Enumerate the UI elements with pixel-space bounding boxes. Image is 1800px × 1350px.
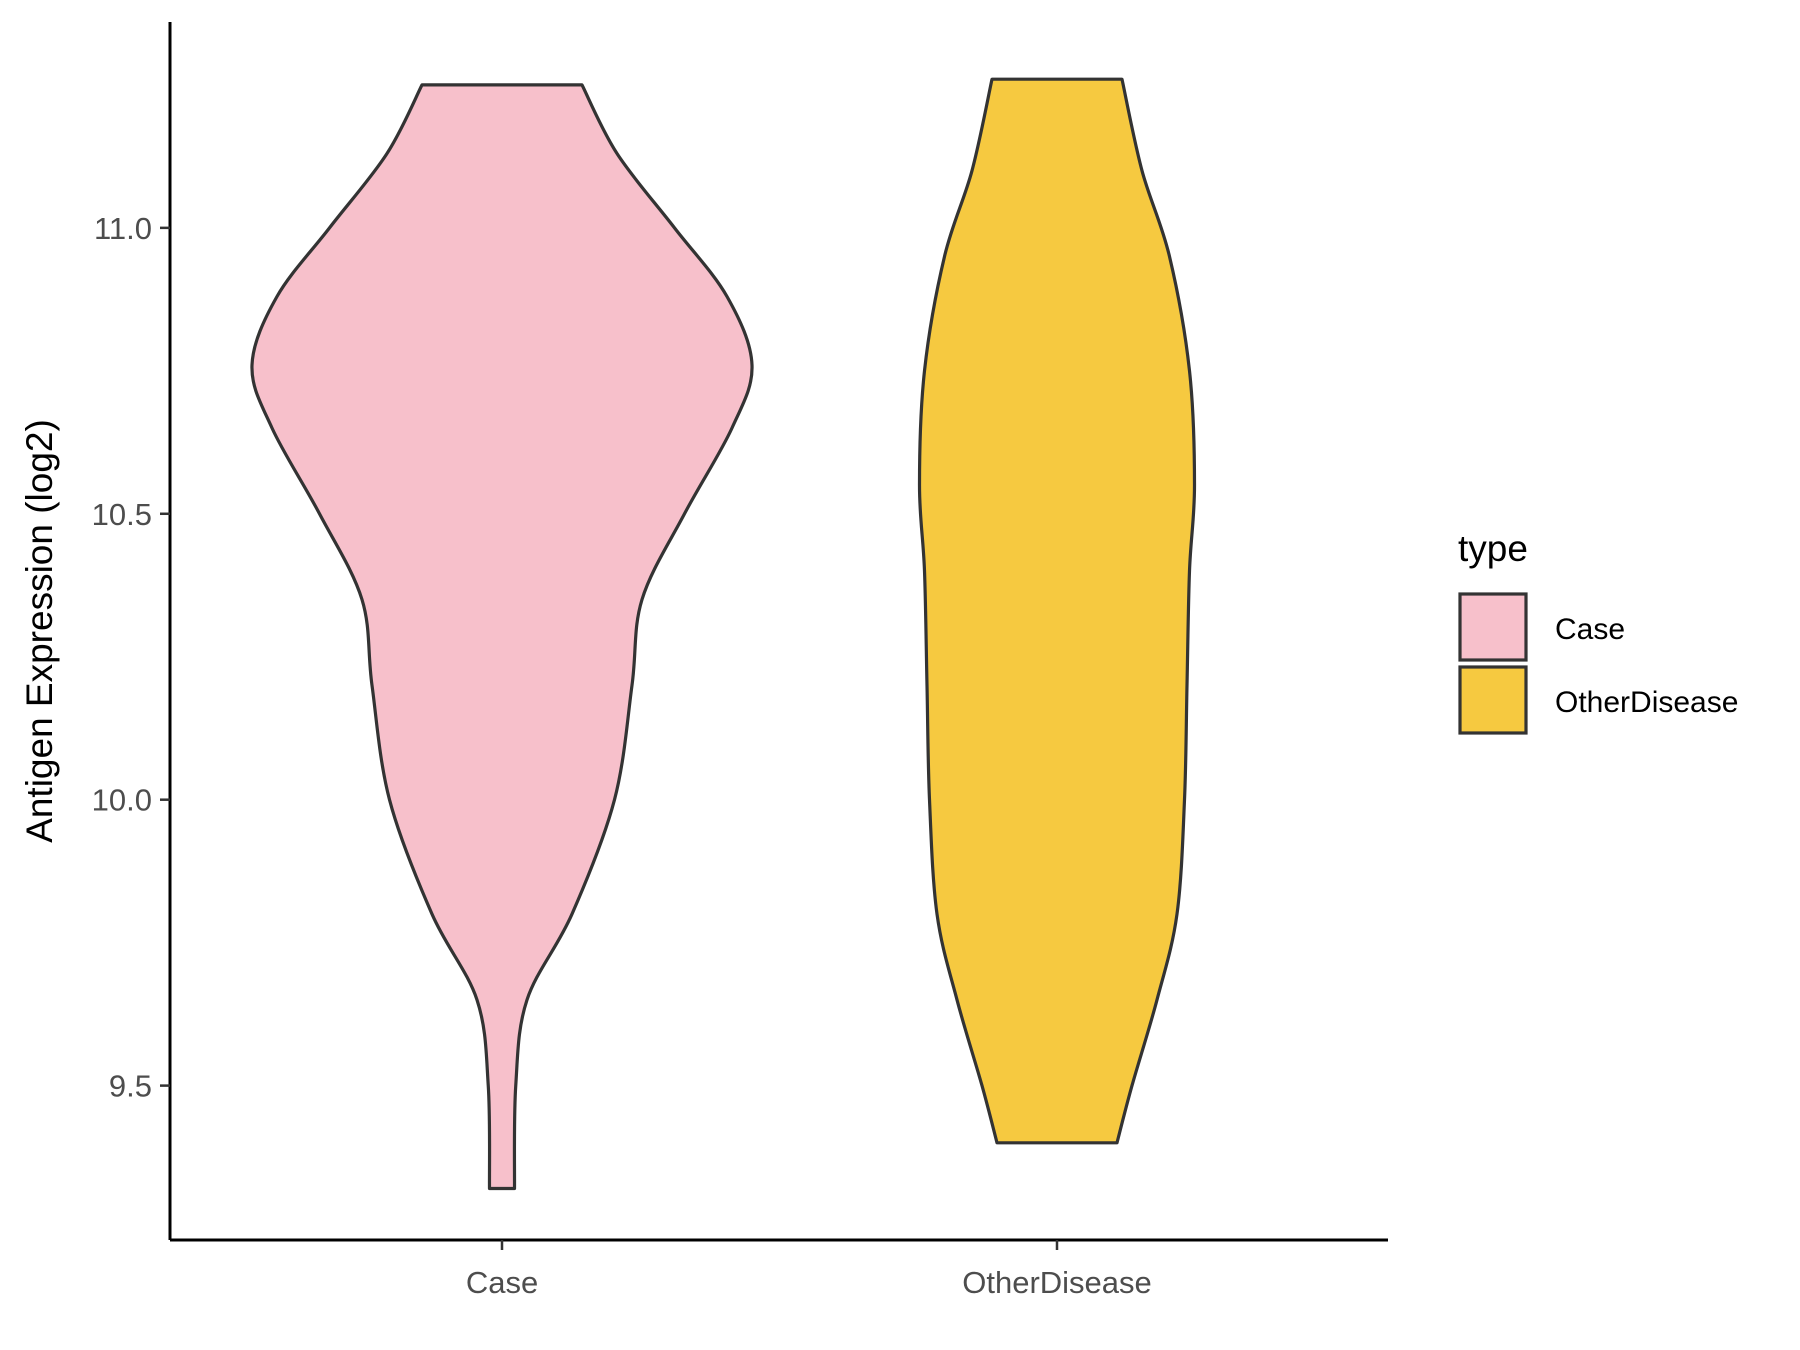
y-tick-label: 9.5 bbox=[109, 1069, 152, 1104]
legend-title: type bbox=[1458, 528, 1528, 569]
legend-label: OtherDisease bbox=[1555, 686, 1738, 719]
x-axis-ticks: Case OtherDisease bbox=[466, 1240, 1152, 1300]
legend-swatch-otherdisease bbox=[1458, 665, 1528, 735]
violin-case bbox=[250, 83, 754, 1191]
legend: Case OtherDisease bbox=[1458, 592, 1738, 735]
x-tick-label: OtherDisease bbox=[962, 1265, 1152, 1300]
y-tick-label: 11.0 bbox=[94, 211, 152, 246]
y-tick-label: 10.5 bbox=[92, 497, 152, 532]
y-tick-label: 10.0 bbox=[92, 783, 152, 818]
x-tick-label: Case bbox=[466, 1265, 538, 1300]
violin-otherdisease bbox=[917, 77, 1197, 1145]
y-axis-title: Antigen Expression (log2) bbox=[19, 419, 60, 843]
violin-layer bbox=[250, 77, 1197, 1191]
y-axis-ticks: 9.5 10.0 10.5 11.0 bbox=[92, 211, 170, 1104]
legend-label: Case bbox=[1555, 613, 1625, 646]
legend-swatch-case bbox=[1458, 592, 1528, 662]
